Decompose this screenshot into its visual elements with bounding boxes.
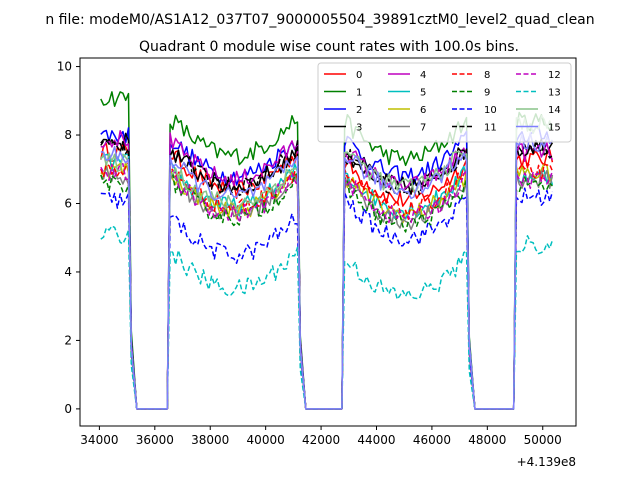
y-tick-label: 0 [64,402,72,416]
legend-label-1: 1 [356,88,362,99]
legend-label-0: 0 [356,70,362,81]
x-axis: 34000 36000 38000 40000 42000 44000 46000 48000… [80,426,562,447]
x-tick-label: 46000 [413,433,451,447]
legend-label-7: 7 [420,123,426,134]
legend-label-4: 4 [420,70,426,81]
x-tick-label: 36000 [136,433,174,447]
series-layer [100,91,554,410]
y-axis: 0 2 4 6 8 10 [57,60,80,416]
series-line-15 [100,132,553,410]
y-tick-label: 6 [64,196,72,210]
x-tick-label: 38000 [191,433,229,447]
figure-suptitle: n file: modeM0/AS1A12_037T07_9000005504_… [45,12,594,28]
x-tick-label: 40000 [247,433,285,447]
legend-label-11: 11 [484,123,497,134]
x-tick-label: 44000 [357,433,395,447]
chart-title: Quadrant 0 module wise count rates with … [139,39,519,55]
legend-box [317,62,572,143]
legend-label-9: 9 [484,88,490,99]
y-tick-label: 2 [64,333,72,347]
y-tick-label: 8 [64,128,72,142]
legend-label-2: 2 [356,105,362,116]
legend-label-12: 12 [548,70,561,81]
legend-label-10: 10 [484,105,497,116]
legend-label-14: 14 [548,105,561,116]
legend-label-5: 5 [420,88,426,99]
x-offset-label: +4.139e8 [517,455,576,469]
y-tick-label: 4 [64,265,72,279]
legend-label-8: 8 [484,70,490,81]
legend-label-15: 15 [548,123,561,134]
x-tick-label: 42000 [302,433,340,447]
x-tick-label: 48000 [468,433,506,447]
x-tick-label: 50000 [524,433,562,447]
legend-label-6: 6 [420,105,426,116]
legend-label-13: 13 [548,88,561,99]
legend-label-3: 3 [356,123,362,134]
y-tick-label: 10 [57,60,72,74]
plot-frame [79,57,577,427]
x-tick-label: 34000 [80,433,118,447]
